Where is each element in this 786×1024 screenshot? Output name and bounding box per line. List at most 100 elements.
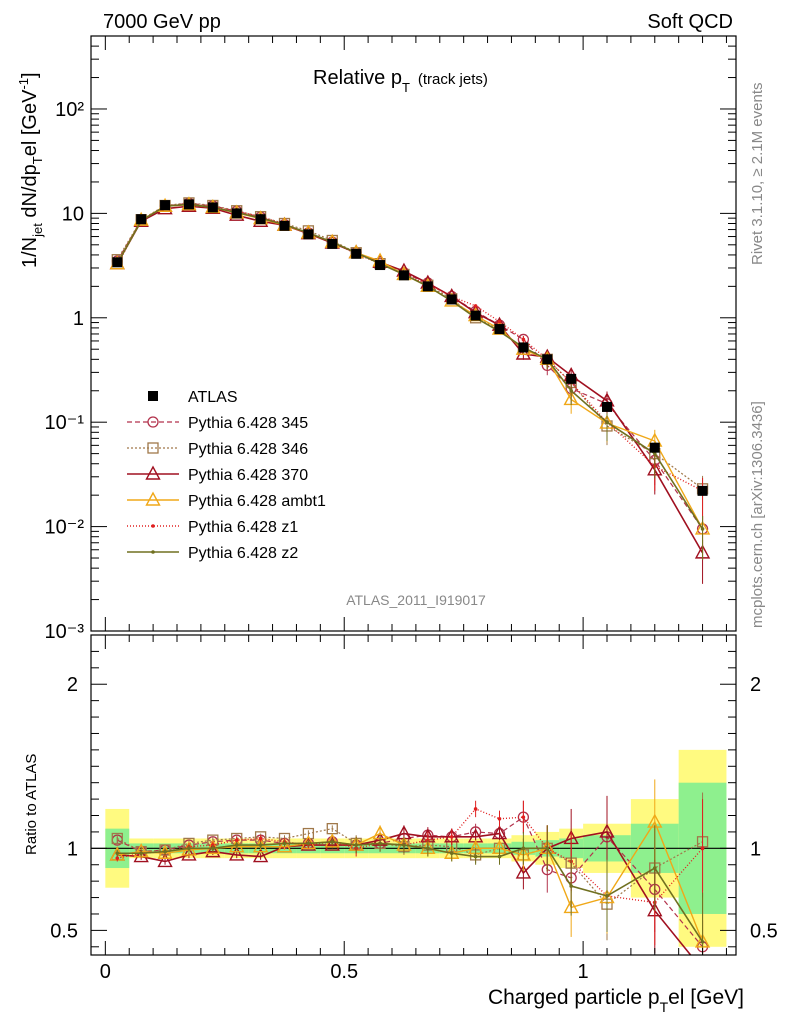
top-series-group bbox=[109, 196, 711, 584]
point-z2-22 bbox=[700, 527, 705, 531]
process-label: Soft QCD bbox=[647, 11, 733, 33]
ratio-tick-label-left-2: 2 bbox=[67, 674, 78, 696]
ratio-point-z2-14 bbox=[449, 851, 454, 856]
point-z2-20 bbox=[605, 420, 609, 424]
ratio-point-z2-3 bbox=[187, 846, 191, 851]
analysis-label: ATLAS_2011_I919017 bbox=[346, 592, 486, 608]
point-atlas-6 bbox=[255, 214, 266, 225]
ratio-point-z2-22 bbox=[700, 940, 705, 944]
ratio-point-z2-8 bbox=[306, 841, 311, 846]
legend-label-ambt1: Pythia 6.428 ambt1 bbox=[188, 493, 326, 510]
series-atlas bbox=[112, 199, 708, 496]
ratio-point-z2-6 bbox=[258, 843, 263, 847]
ratio-point-z2-13 bbox=[426, 846, 430, 851]
point-p370-17 bbox=[515, 345, 532, 360]
ratio-point-p370-2 bbox=[157, 852, 173, 868]
y-tick-label-1: 10⁻² bbox=[45, 517, 85, 539]
ratio-point-z2-21 bbox=[652, 866, 657, 870]
point-atlas-10 bbox=[351, 248, 362, 259]
legend-marker-atlas bbox=[148, 391, 158, 401]
x-tick-label-1: 0.5 bbox=[330, 961, 358, 983]
point-atlas-5 bbox=[231, 208, 242, 219]
ratio-point-z1-6 bbox=[258, 836, 263, 841]
ratio-point-z1-14 bbox=[449, 835, 454, 839]
point-z1-15 bbox=[473, 304, 478, 308]
ratio-point-z2-0 bbox=[115, 851, 120, 856]
point-atlas-4 bbox=[207, 202, 218, 213]
point-z2-19 bbox=[569, 388, 573, 393]
rivet-version-label: Rivet 3.1.10, ≥ 2.1M events bbox=[749, 83, 766, 266]
point-atlas-1 bbox=[136, 214, 147, 225]
ratio-point-p370-22 bbox=[696, 963, 709, 975]
legend-item-p346: Pythia 6.428 346 bbox=[127, 441, 308, 458]
point-atlas-22 bbox=[697, 485, 708, 496]
ratio-point-z2-9 bbox=[330, 839, 335, 844]
ratio-point-z2-4 bbox=[211, 846, 215, 851]
ylabel-part-4: el [GeV bbox=[19, 89, 41, 156]
ratio-point-z1-16 bbox=[497, 816, 502, 821]
ratio-tick-label-left-1: 1 bbox=[67, 838, 78, 860]
ratio-point-p370-9 bbox=[324, 836, 340, 851]
xlabel-part-2: el [GeV] bbox=[668, 986, 744, 1009]
ratio-point-p370-5 bbox=[229, 846, 245, 861]
legend-item-ambt1: Pythia 6.428 ambt1 bbox=[127, 491, 326, 510]
y-tick-label-0: 10⁻³ bbox=[45, 621, 85, 643]
ylabel-part-1: jet bbox=[30, 223, 45, 238]
ratio-point-z1-5 bbox=[234, 838, 239, 842]
y-tick-label-5: 10² bbox=[55, 99, 84, 121]
mcplots-label: mcplots.cern.ch [arXiv:1306.3436] bbox=[749, 401, 766, 628]
ratio-point-p346-0 bbox=[111, 832, 123, 845]
ratio-point-z1-15 bbox=[473, 807, 478, 811]
ratio-point-z2-20 bbox=[605, 894, 609, 898]
point-atlas-8 bbox=[303, 229, 314, 240]
ratio-point-z2-19 bbox=[569, 884, 573, 888]
ratio-point-ambt1-7 bbox=[276, 838, 293, 853]
legend-label-z1: Pythia 6.428 z1 bbox=[188, 519, 298, 536]
ratio-point-p370-3 bbox=[181, 846, 197, 861]
legend-item-atlas: ATLAS bbox=[148, 389, 238, 406]
ylabel-part-2: dN/dp bbox=[19, 164, 41, 223]
legend-label-z2: Pythia 6.428 z2 bbox=[188, 545, 298, 562]
ratio-series-ambt1 bbox=[109, 779, 711, 955]
x-tick-label-2: 1 bbox=[578, 961, 589, 983]
point-atlas-19 bbox=[566, 373, 577, 384]
x-axis-label: Charged particle pTel [GeV] bbox=[488, 986, 744, 1015]
ratio-point-z2-2 bbox=[163, 849, 167, 854]
ratio-point-p370-6 bbox=[252, 848, 269, 863]
ratio-point-z2-18 bbox=[545, 846, 550, 851]
ylabel-part-5: -1 bbox=[16, 78, 31, 90]
legend-marker-z2 bbox=[151, 550, 155, 554]
ratio-point-z1-17 bbox=[521, 815, 526, 819]
x-tick-label-0: 0 bbox=[100, 961, 111, 983]
ratio-point-z2-11 bbox=[378, 841, 382, 846]
legend: ATLAS Pythia 6.428 345 Pythia 6.428 346 Pyt… bbox=[127, 389, 326, 562]
ratio-point-ambt1-9 bbox=[324, 833, 340, 848]
legend-item-p345: Pythia 6.428 345 bbox=[127, 415, 308, 432]
ratio-point-z2-1 bbox=[139, 851, 143, 856]
ratio-point-ambt1-1 bbox=[133, 843, 149, 858]
chart-title-main: Relative p bbox=[313, 67, 402, 89]
point-z2-21 bbox=[652, 451, 657, 456]
legend-label-p370: Pythia 6.428 370 bbox=[188, 467, 308, 484]
chart-title-subscript: T bbox=[402, 80, 410, 95]
legend-marker-p370 bbox=[145, 465, 161, 480]
ylabel-part-3: T bbox=[30, 156, 45, 164]
ratio-tick-label-right-2: 2 bbox=[750, 674, 761, 696]
legend-label-p346: Pythia 6.428 346 bbox=[188, 441, 308, 458]
ratio-point-p370-17 bbox=[515, 864, 532, 879]
point-atlas-20 bbox=[602, 401, 612, 412]
chart-title: Relative pT (track jets) bbox=[313, 67, 488, 95]
ratio-series-z2 bbox=[115, 825, 705, 955]
point-atlas-17 bbox=[518, 342, 529, 353]
ratio-point-p370-1 bbox=[133, 848, 149, 863]
ratio-point-p370-20 bbox=[599, 823, 615, 838]
point-atlas-14 bbox=[446, 294, 457, 305]
point-atlas-12 bbox=[398, 270, 409, 281]
ratio-point-z2-15 bbox=[473, 854, 478, 859]
legend-marker-z1 bbox=[151, 524, 155, 528]
ratio-point-z2-7 bbox=[282, 841, 287, 846]
point-z1-16 bbox=[497, 319, 502, 324]
y-tick-label-4: 10 bbox=[62, 203, 84, 225]
point-atlas-16 bbox=[494, 324, 505, 335]
